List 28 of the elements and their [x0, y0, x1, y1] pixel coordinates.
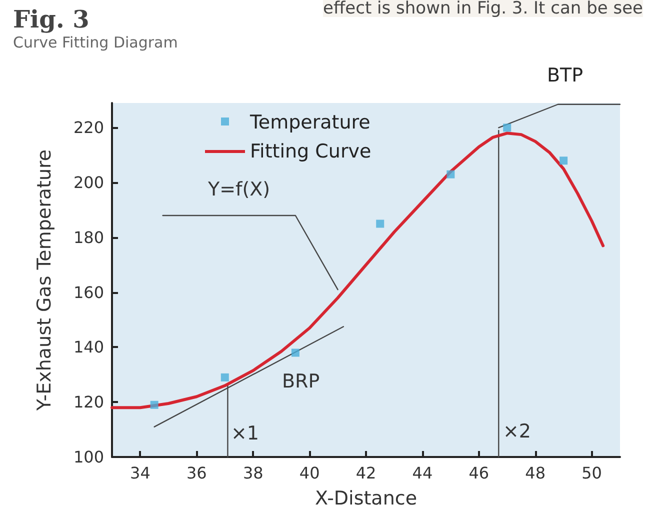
text: effect is shown in Fig. 3. It can be see [323, 0, 644, 18]
x-tick-label: 34 [130, 464, 150, 482]
x-tick-label: 38 [242, 464, 264, 482]
legend-label: Temperature [249, 112, 370, 134]
annotation: ×1 [231, 422, 260, 444]
annotation: ×2 [503, 420, 532, 442]
x-tick-label: 42 [356, 464, 376, 482]
y-tick-label: 200 [73, 173, 104, 192]
y-tick-label: 160 [73, 282, 104, 302]
text: BTP [547, 64, 584, 86]
x-axis-title: X-Distance [314, 488, 418, 510]
y-tick-label: 180 [73, 228, 104, 247]
x-tick-label: 48 [525, 464, 546, 482]
x-tick-label: 50 [582, 464, 602, 482]
y-tick-label: 120 [73, 392, 104, 412]
x-tick-label: 40 [299, 464, 320, 482]
y-tick-label: 140 [73, 338, 104, 357]
x-tick-label: 46 [468, 464, 490, 482]
y-tick-label: 220 [73, 118, 104, 138]
chart-title: Fig. 3 [13, 4, 90, 34]
legend-label: Fitting Curve [250, 140, 372, 162]
x-tick-label: 44 [412, 464, 433, 482]
chart-subtitle: Curve Fitting Diagram [13, 34, 178, 52]
y-axis-title: Y-Exhaust Gas Temperature [34, 149, 56, 412]
annotation: Y=f(X) [207, 178, 270, 200]
x-tick-label: 36 [186, 464, 207, 482]
y-tick-label: 100 [73, 448, 104, 466]
annotation: BRP [282, 370, 320, 392]
